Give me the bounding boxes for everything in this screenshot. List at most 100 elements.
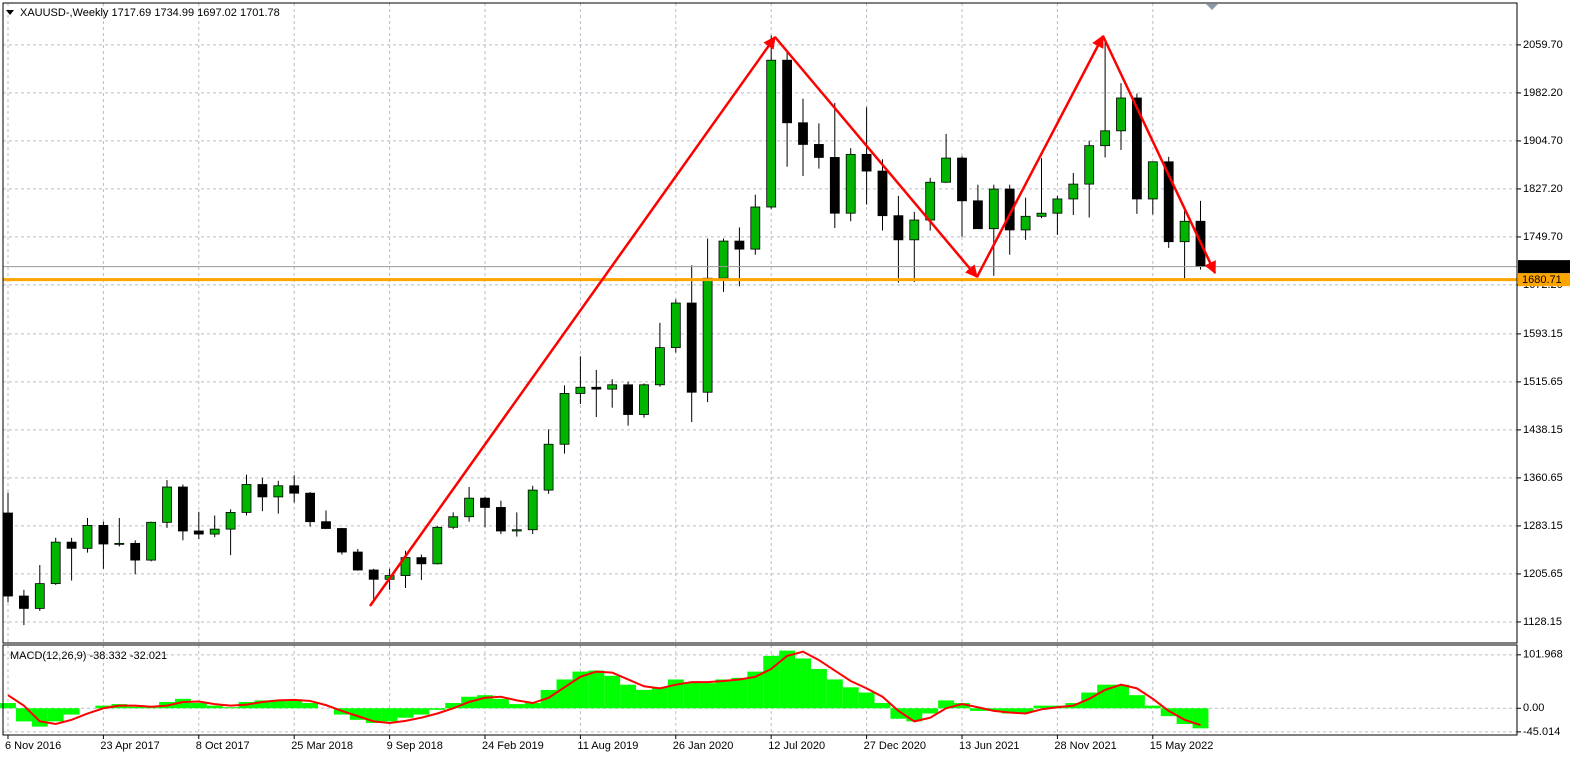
macd-bar <box>349 708 366 720</box>
candle-body <box>66 541 77 549</box>
candle-body <box>973 200 983 230</box>
y-tick-label: 1749.70 <box>1523 231 1563 243</box>
macd-bar <box>651 687 668 709</box>
candle-body <box>1163 161 1174 243</box>
macd-bar <box>127 706 144 709</box>
candle-body <box>1068 183 1079 200</box>
high: 1734.99 <box>154 7 194 19</box>
candle-body <box>623 384 633 415</box>
symbol: XAUUSD-,Weekly <box>20 7 109 19</box>
zigzag-annotation <box>368 34 1217 607</box>
macd-bar <box>63 708 80 715</box>
macd-bar <box>222 707 239 709</box>
macd-bar <box>810 668 827 709</box>
candle-body <box>289 485 300 494</box>
macd-bar <box>954 703 970 709</box>
candle-body <box>607 384 618 390</box>
macd-bar <box>1097 684 1114 709</box>
macd-bar <box>826 679 843 709</box>
macd-bar <box>445 703 462 709</box>
macd-bar <box>524 703 541 709</box>
candle-body <box>50 541 61 585</box>
candle-body <box>941 157 951 183</box>
header: XAUUSD-,Weekly 1717.69 1734.99 1697.02 1… <box>20 7 280 19</box>
macd-bar <box>206 705 223 709</box>
candle-body <box>162 486 172 523</box>
candle-body <box>273 485 284 498</box>
candle-body <box>82 525 93 549</box>
x-tick-label: 24 Feb 2019 <box>482 740 544 752</box>
macd-panel-border <box>2 644 1518 736</box>
x-tick-label: 13 Jun 2021 <box>959 740 1020 752</box>
macd-bar <box>397 708 414 718</box>
candle-body <box>1147 161 1158 200</box>
candle-body <box>368 569 379 580</box>
candle-body <box>750 206 761 250</box>
x-tick-label: 15 May 2022 <box>1150 740 1214 752</box>
macd-bar <box>683 682 700 709</box>
candle-body <box>1036 212 1047 217</box>
y-tick-label: 1283.15 <box>1523 520 1563 532</box>
x-tick-label: 28 Nov 2021 <box>1054 740 1116 752</box>
price-panel-border <box>2 2 1518 644</box>
macd-bar <box>890 708 907 719</box>
candle-body <box>1100 130 1110 147</box>
macd-bar <box>286 699 303 709</box>
macd-bar <box>381 708 398 722</box>
macd-value: -38.332 <box>89 650 126 662</box>
macd-bar <box>858 692 875 709</box>
macd-bar <box>985 708 1002 711</box>
macd-bar <box>143 707 160 709</box>
candle-body <box>1116 97 1126 132</box>
candle-body <box>798 122 808 145</box>
candle-body <box>1052 198 1063 214</box>
candle-body <box>114 542 125 545</box>
last-price-label: 1701.78 <box>1522 261 1562 273</box>
trend-line <box>368 35 777 607</box>
macd-bar <box>572 671 589 709</box>
candle-body <box>305 492 316 523</box>
candle-body <box>925 181 936 221</box>
y-tick-label: 0.00 <box>1523 702 1544 714</box>
candle-body <box>988 188 999 230</box>
candle-body <box>893 215 904 241</box>
y-tick-label: -45.014 <box>1523 726 1560 738</box>
candle-body <box>575 386 586 394</box>
candle-body <box>146 521 157 561</box>
candle-body <box>814 144 824 158</box>
macd-bar <box>413 708 430 715</box>
y-tick-label: 1360.65 <box>1523 472 1563 484</box>
macd-bar <box>429 708 446 710</box>
candle-body <box>1179 220 1190 243</box>
x-tick-label: 9 Sep 2018 <box>387 740 443 752</box>
macd-bar <box>604 675 621 709</box>
candle-body <box>336 528 347 553</box>
macd-bar <box>15 708 32 722</box>
macd-bar <box>508 704 525 709</box>
shift-marker <box>1206 4 1218 10</box>
menu-triangle[interactable] <box>6 10 14 15</box>
macd-bar <box>1113 684 1129 709</box>
macd-bar <box>254 700 271 709</box>
macd-bar <box>1160 708 1177 717</box>
candle-body <box>193 530 204 535</box>
candle-body <box>1084 145 1095 185</box>
candle-body <box>448 516 459 528</box>
candle-body <box>3 512 13 597</box>
macd-bar <box>270 699 287 709</box>
y-tick-label: 1515.65 <box>1523 376 1563 388</box>
y-tick-label: 1438.15 <box>1523 424 1563 436</box>
x-tick-label: 27 Dec 2020 <box>864 740 926 752</box>
candle-body <box>655 347 665 386</box>
macd-bar <box>969 708 986 711</box>
candle-body <box>1132 97 1142 200</box>
macd-bar <box>47 708 64 722</box>
macd-bar <box>715 679 732 709</box>
x-tick-label: 23 Apr 2017 <box>100 740 159 752</box>
candle-body <box>98 525 109 545</box>
macd-bar <box>31 708 48 727</box>
y-tick-label: 101.968 <box>1523 649 1563 661</box>
macd-bar <box>302 703 319 709</box>
